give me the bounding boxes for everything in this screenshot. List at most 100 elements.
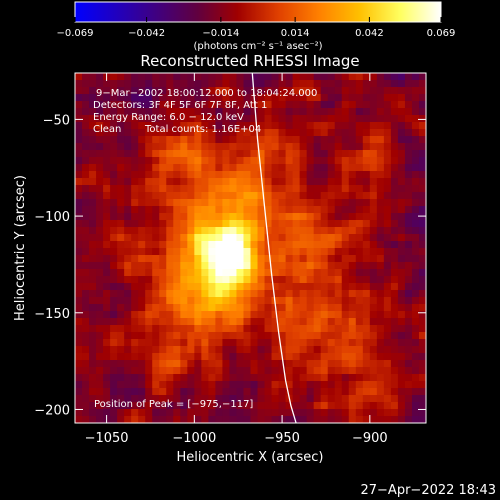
heatmap-cell <box>285 220 294 228</box>
heatmap-cell <box>229 374 238 382</box>
heatmap-cell <box>418 150 426 158</box>
heatmap-cell <box>236 402 245 410</box>
heatmap-cell <box>82 199 90 207</box>
heatmap-cell <box>89 283 97 291</box>
heatmap-cell <box>222 402 231 410</box>
heatmap-cell <box>278 80 287 88</box>
heatmap-cell <box>418 290 426 298</box>
heatmap-cell <box>285 276 294 284</box>
heatmap-cell <box>243 395 252 403</box>
heatmap-cell <box>117 346 125 354</box>
heatmap-cell <box>320 227 329 235</box>
heatmap-cell <box>201 122 209 130</box>
heatmap-cell <box>334 150 343 158</box>
heatmap-cell <box>257 269 266 277</box>
heatmap-cell <box>397 248 406 256</box>
heatmap-cell <box>166 108 174 116</box>
heatmap-cell <box>383 241 392 249</box>
heatmap-cell <box>355 213 364 221</box>
heatmap-cell <box>327 395 336 403</box>
heatmap-cell <box>285 136 294 144</box>
heatmap-cell <box>383 311 392 319</box>
heatmap-cell <box>89 136 97 144</box>
heatmap-cell <box>180 290 188 298</box>
heatmap-cell <box>299 374 308 382</box>
heatmap-cell <box>89 297 97 305</box>
heatmap-cell <box>243 94 252 102</box>
heatmap-cell <box>271 325 280 333</box>
heatmap-cell <box>222 360 231 368</box>
heatmap-cell <box>229 122 238 130</box>
heatmap-cell <box>229 136 238 144</box>
heatmap-cell <box>404 73 413 81</box>
heatmap-cell <box>152 283 160 291</box>
heatmap-cell <box>285 213 294 221</box>
heatmap-cell <box>208 304 216 312</box>
heatmap-cell <box>306 276 315 284</box>
heatmap-cell <box>110 255 118 263</box>
heatmap-cell <box>236 395 245 403</box>
heatmap-cell <box>145 409 153 417</box>
heatmap-cell <box>222 332 231 340</box>
heatmap-cell <box>411 388 420 396</box>
heatmap-cell <box>117 185 125 193</box>
heatmap-cell <box>236 115 245 123</box>
heatmap-cell <box>299 241 308 249</box>
heatmap-cell <box>152 199 160 207</box>
heatmap-cell <box>145 185 153 193</box>
heatmap-cell <box>110 108 118 116</box>
heatmap-cell <box>194 311 202 319</box>
heatmap-cell <box>215 332 224 340</box>
heatmap-cell <box>208 199 216 207</box>
heatmap-cell <box>103 129 111 137</box>
heatmap-cell <box>250 325 259 333</box>
heatmap-cell <box>306 206 315 214</box>
heatmap-cell <box>159 269 167 277</box>
heatmap-cell <box>278 94 287 102</box>
heatmap-cell <box>173 171 181 179</box>
heatmap-cell <box>96 346 104 354</box>
heatmap-cell <box>271 213 280 221</box>
heatmap-cell <box>418 87 426 95</box>
heatmap-cell <box>411 101 420 109</box>
heatmap-cell <box>362 87 371 95</box>
heatmap-cell <box>110 290 118 298</box>
heatmap-cell <box>110 129 118 137</box>
heatmap-cell <box>320 185 329 193</box>
heatmap-cell <box>271 388 280 396</box>
heatmap-cell <box>376 248 385 256</box>
heatmap-cell <box>187 297 195 305</box>
heatmap-cell <box>208 80 216 88</box>
heatmap-cell <box>124 332 132 340</box>
heatmap-cell <box>110 360 118 368</box>
heatmap-cell <box>299 192 308 200</box>
heatmap-cell <box>264 73 273 81</box>
heatmap-cell <box>166 185 174 193</box>
heatmap-cell <box>411 185 420 193</box>
heatmap-cell <box>418 122 426 130</box>
heatmap-cell <box>320 388 329 396</box>
heatmap-cell <box>369 185 378 193</box>
heatmap-cell <box>236 122 245 130</box>
heatmap-cell <box>320 150 329 158</box>
heatmap-cell <box>152 360 160 368</box>
heatmap-cell <box>320 199 329 207</box>
heatmap-cell <box>264 94 273 102</box>
heatmap-cell <box>152 325 160 333</box>
heatmap-cell <box>194 283 202 291</box>
heatmap-cell <box>89 227 97 235</box>
heatmap-cell <box>299 108 308 116</box>
heatmap-cell <box>75 360 83 368</box>
heatmap-cell <box>250 234 259 242</box>
heatmap-cell <box>236 220 245 228</box>
heatmap-cell <box>383 73 392 81</box>
heatmap-cell <box>390 143 399 151</box>
heatmap-cell <box>292 80 301 88</box>
heatmap-cell <box>194 164 202 172</box>
heatmap-cell <box>201 374 209 382</box>
heatmap-cell <box>152 409 160 417</box>
heatmap-cell <box>117 220 125 228</box>
heatmap-cell <box>243 311 252 319</box>
heatmap-cell <box>187 122 195 130</box>
heatmap-cell <box>390 129 399 137</box>
